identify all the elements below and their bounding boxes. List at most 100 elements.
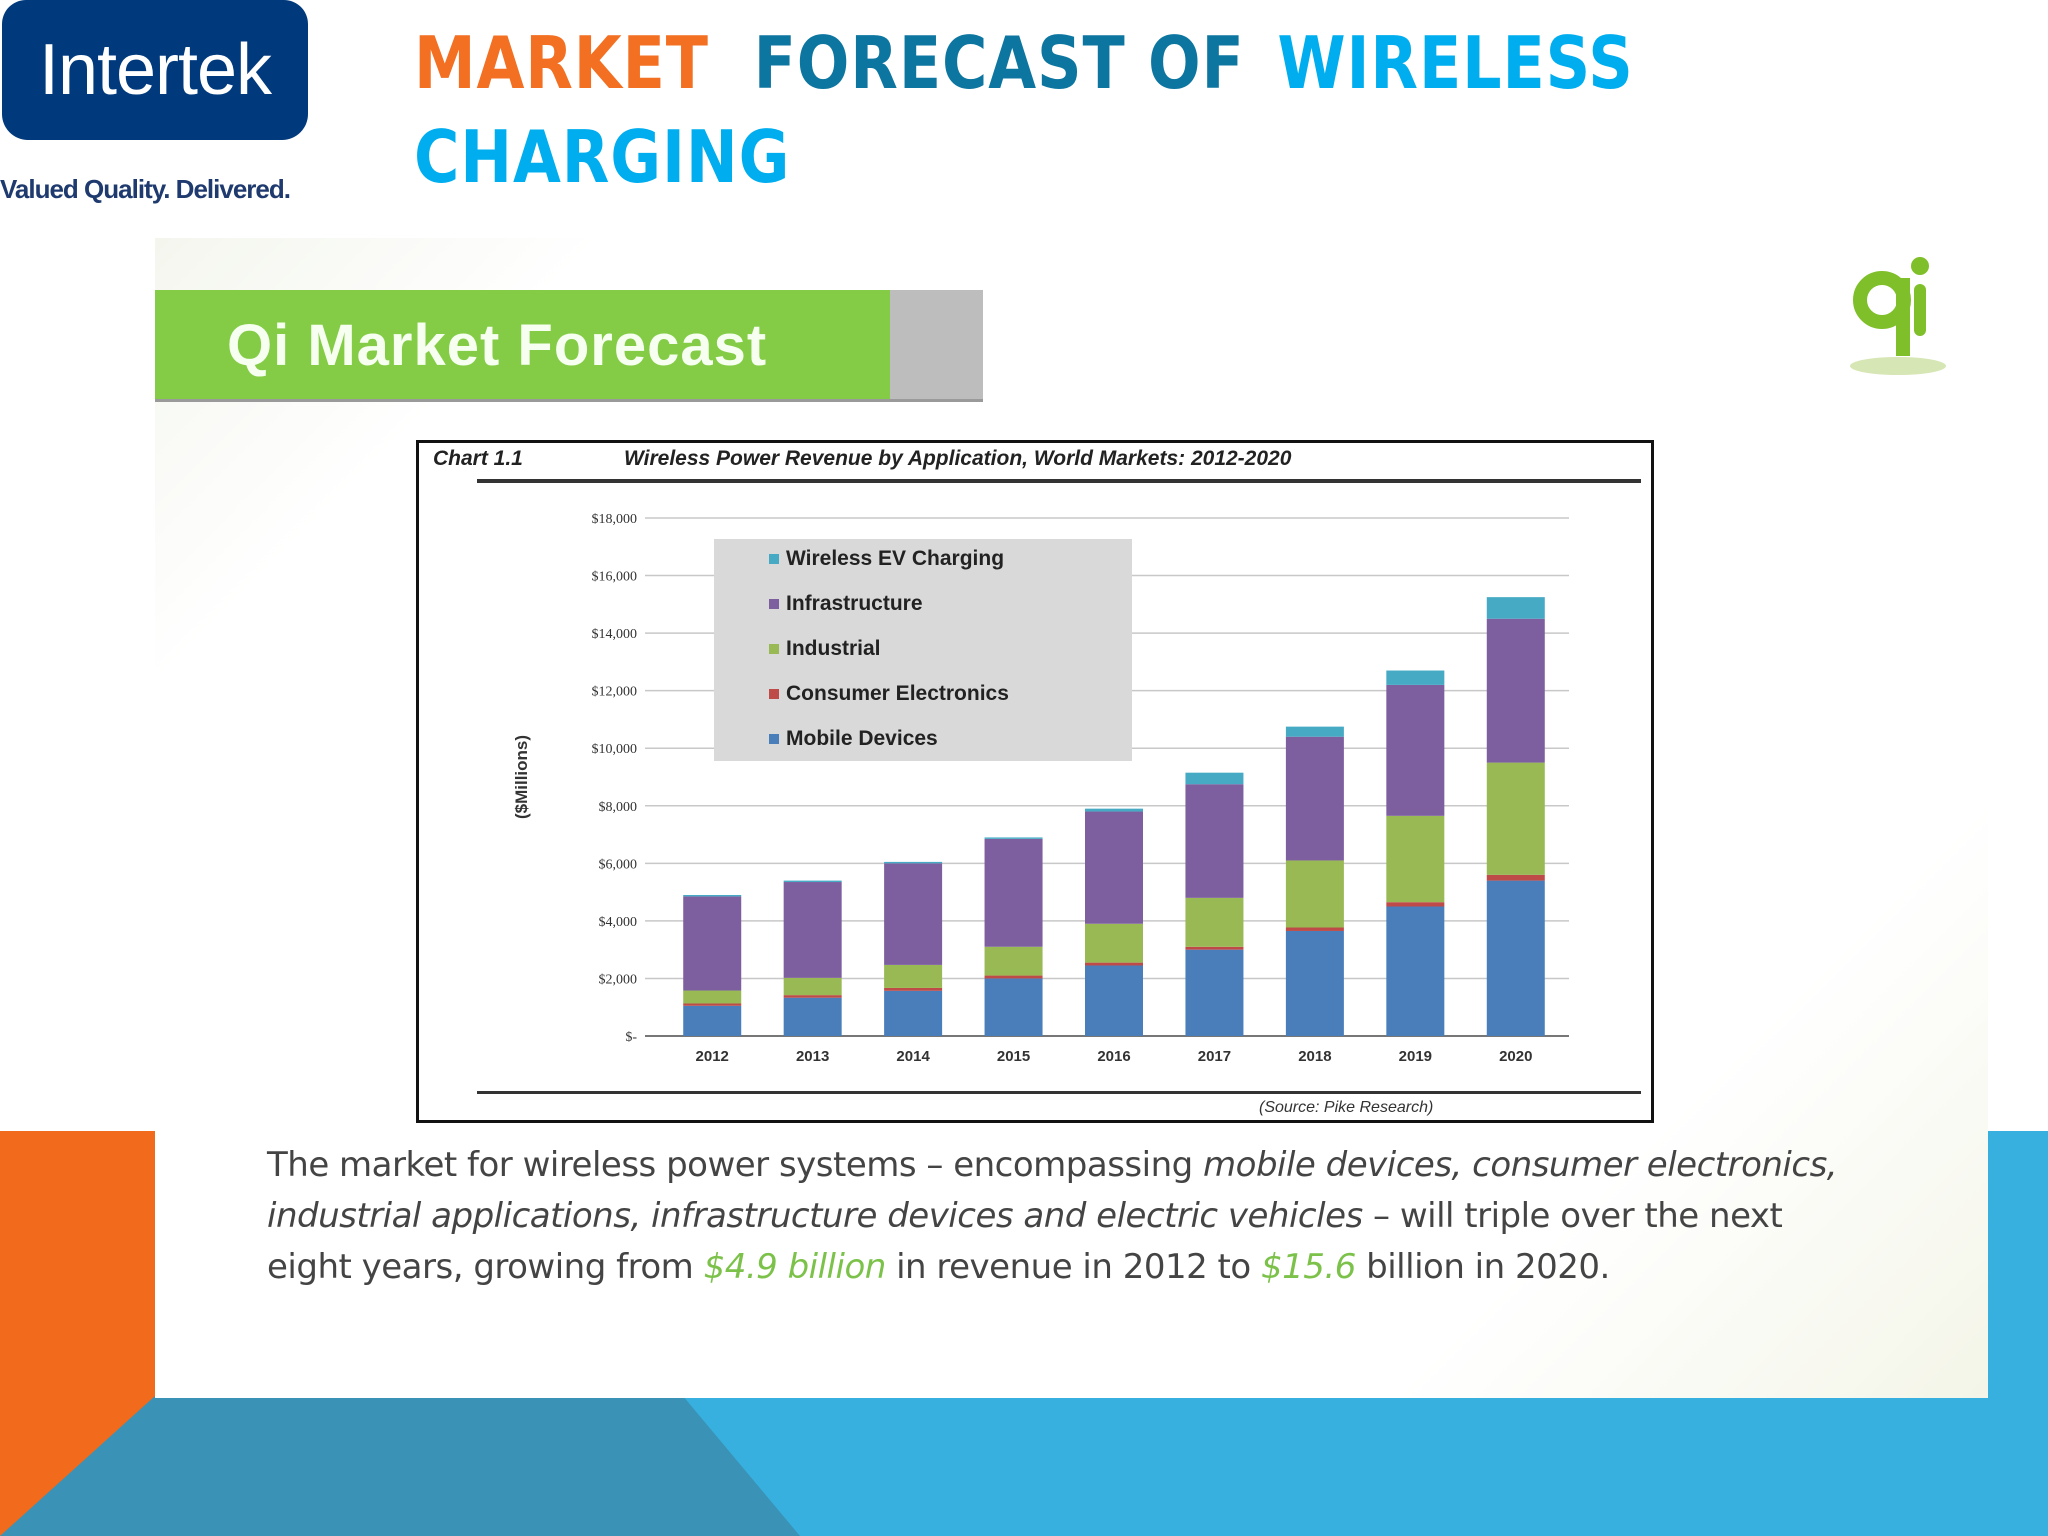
slide-image: Qi Market Forecast Chart 1.1 Wireless Po… xyxy=(155,238,1988,1398)
bar-segment xyxy=(1386,684,1445,816)
legend-label: Industrial xyxy=(786,637,881,660)
title-line-2: CHARGING xyxy=(414,115,791,199)
bar-segment xyxy=(1486,618,1545,763)
y-tick-label: $6,000 xyxy=(599,857,638,872)
bar-segment xyxy=(884,861,943,864)
bar-segment xyxy=(1285,930,1344,1036)
bar-segment xyxy=(783,977,842,996)
highlight-2020-revenue: $15.6 xyxy=(1261,1247,1356,1287)
bar-segment xyxy=(1085,923,1143,963)
y-tick-label: $- xyxy=(625,1030,637,1045)
y-tick-label: $16,000 xyxy=(592,570,638,585)
bar-segment xyxy=(1386,670,1445,685)
y-tick-label: $8,000 xyxy=(599,800,638,815)
bar-segment xyxy=(1285,736,1344,861)
legend-swatch xyxy=(769,689,779,699)
legend-label: Mobile Devices xyxy=(786,727,938,750)
body-paragraph: The market for wireless power systems – … xyxy=(267,1140,1867,1293)
bar-segment xyxy=(1185,946,1244,950)
stacked-bar-chart: $- $2,000 $4,000 $6,000 $8,000 $10,000 $12,000… xyxy=(512,512,1569,1065)
bar-segment xyxy=(884,987,943,991)
bar-segment xyxy=(1386,906,1445,1036)
bar-segment xyxy=(1185,772,1244,785)
bar-segment xyxy=(984,837,1043,839)
body-text-2: – will triple over the next eight years,… xyxy=(267,1196,1783,1287)
bar-segment xyxy=(683,990,742,1004)
bar-segment xyxy=(683,896,742,991)
x-tick-label: 2013 xyxy=(796,1048,829,1065)
title-word-market: MARKET xyxy=(414,21,709,105)
logo-tagline: Valued Quality. Delivered. xyxy=(0,174,291,204)
bar-segment xyxy=(1085,808,1143,812)
legend-label: Infrastructure xyxy=(786,592,923,615)
y-tick-label: $18,000 xyxy=(592,512,638,527)
highlight-2012-revenue: $4.9 billion xyxy=(703,1247,887,1287)
bar-segment xyxy=(1185,949,1244,1036)
bar-segment xyxy=(683,1003,742,1006)
y-tick-label: $4,000 xyxy=(599,915,638,930)
bar-segment xyxy=(1185,897,1244,947)
x-tick-label: 2015 xyxy=(997,1048,1030,1065)
bar-segment xyxy=(984,946,1043,976)
chart-container: Chart 1.1 Wireless Power Revenue by Appl… xyxy=(416,440,1654,1123)
page-title: MARKET FORECAST OF WIRELESS CHARGING xyxy=(414,16,1634,204)
bar-segment xyxy=(1386,815,1445,903)
y-tick-label: $14,000 xyxy=(592,627,638,642)
chart-label: Chart 1.1 xyxy=(433,447,523,470)
title-word-wireless: WIRELESS xyxy=(1277,21,1634,105)
x-tick-label: 2020 xyxy=(1499,1048,1532,1065)
bar-segment xyxy=(1486,597,1545,619)
bar-segment xyxy=(1486,874,1545,881)
legend-swatch xyxy=(769,554,779,564)
bar-segment xyxy=(783,997,842,1036)
x-tick-label: 2019 xyxy=(1399,1048,1432,1065)
bar-segment xyxy=(683,1005,742,1036)
bar-segment xyxy=(1285,927,1344,931)
bar-segment xyxy=(1285,726,1344,737)
bar-segment xyxy=(884,990,943,1036)
y-tick-label: $2,000 xyxy=(599,972,638,987)
legend-swatch xyxy=(769,644,779,654)
bar-segment xyxy=(1486,762,1545,875)
logo-text: Intertek xyxy=(38,30,272,110)
y-tick-label: $10,000 xyxy=(592,742,638,757)
bar-segment xyxy=(783,880,842,883)
bar-segment xyxy=(683,894,742,897)
bar-segment xyxy=(884,964,943,988)
chart-divider-top xyxy=(477,479,1641,483)
banner-title: Qi Market Forecast xyxy=(227,313,768,378)
body-italic-list: mobile devices, consumer electronics, in… xyxy=(267,1145,1838,1236)
body-text-1: The market for wireless power systems – … xyxy=(267,1145,1204,1185)
banner-green: Qi Market Forecast xyxy=(155,290,890,399)
legend-box xyxy=(714,539,1132,761)
chart-title: Wireless Power Revenue by Application, W… xyxy=(624,447,1292,470)
x-tick-label: 2012 xyxy=(696,1048,729,1065)
x-tick-label: 2017 xyxy=(1198,1048,1231,1065)
legend-label: Wireless EV Charging xyxy=(786,547,1004,570)
bar-segment xyxy=(984,978,1043,1036)
bar-segment xyxy=(783,995,842,998)
qi-logo-icon xyxy=(1850,257,1946,375)
legend-swatch xyxy=(769,599,779,609)
y-axis-label: ($Millions) xyxy=(512,735,531,819)
bar-segment xyxy=(1285,860,1344,928)
bar-segment xyxy=(984,838,1043,947)
title-word-forecast-of: FORECAST OF xyxy=(753,21,1245,105)
x-tick-label: 2018 xyxy=(1298,1048,1331,1065)
x-tick-label: 2016 xyxy=(1097,1048,1130,1065)
y-tick-label: $12,000 xyxy=(592,685,638,700)
banner: Qi Market Forecast xyxy=(155,290,983,402)
x-tick-label: 2014 xyxy=(896,1048,930,1065)
bar-segment xyxy=(1386,902,1445,907)
chart-source: (Source: Pike Research) xyxy=(1259,1099,1434,1116)
legend-swatch xyxy=(769,734,779,744)
bar-segment xyxy=(984,975,1043,979)
legend-label: Consumer Electronics xyxy=(786,682,1009,705)
decor-bottom-band xyxy=(0,1396,2048,1536)
intertek-logo: Intertek xyxy=(2,0,308,140)
bar-segment xyxy=(1085,965,1143,1036)
bar-segment xyxy=(1085,962,1143,966)
bar-segment xyxy=(1085,811,1143,924)
bar-segment xyxy=(884,863,943,965)
body-text-3: in revenue in 2012 to xyxy=(885,1247,1261,1287)
